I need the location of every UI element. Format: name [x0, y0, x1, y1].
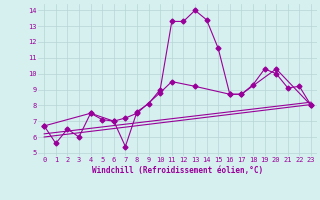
X-axis label: Windchill (Refroidissement éolien,°C): Windchill (Refroidissement éolien,°C) — [92, 166, 263, 175]
